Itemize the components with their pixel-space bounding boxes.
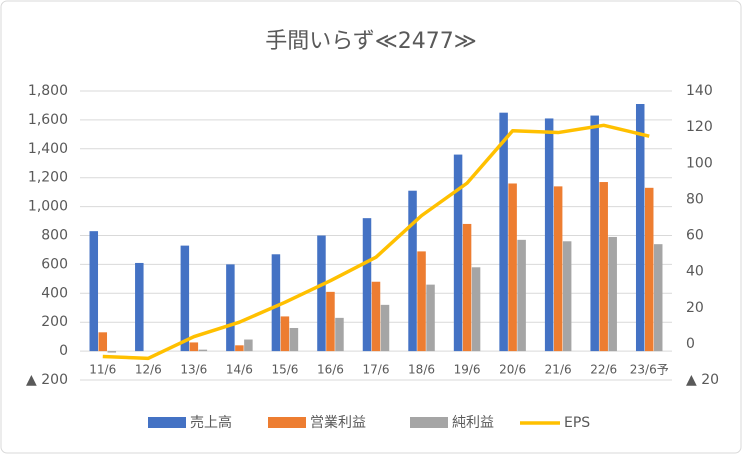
bar [517, 239, 526, 352]
bar [635, 104, 645, 352]
bar [462, 223, 472, 352]
x-tick-label: 13/6 [180, 363, 207, 377]
legend-swatch [148, 417, 186, 428]
bar [453, 154, 463, 352]
bar [317, 235, 326, 352]
legend-swatch [268, 417, 306, 428]
bar [135, 262, 144, 352]
y2-tick-label: 140 [686, 83, 713, 99]
bar [226, 264, 235, 352]
x-tick-label: 20/6 [499, 363, 526, 377]
bar [362, 218, 372, 352]
bar [180, 245, 190, 352]
legend-label: 純利益 [452, 415, 494, 431]
bar [235, 345, 244, 352]
bar [326, 291, 335, 352]
bar [189, 342, 199, 352]
bar [280, 316, 290, 352]
y2-tick-label: 80 [686, 191, 704, 207]
bar [244, 339, 253, 352]
y-tick-label: 1,800 [28, 83, 68, 99]
bar [89, 231, 99, 352]
y-tick-label: 1,000 [28, 199, 68, 215]
x-tick-label: 22/6 [590, 363, 617, 377]
bar [198, 349, 208, 352]
bar [417, 251, 426, 352]
legend-label: EPS [564, 415, 590, 431]
y2-tick-label: 0 [686, 336, 695, 352]
bar [653, 244, 663, 352]
y-tick-label: ▲ 200 [26, 372, 68, 388]
y2-tick-label: 120 [686, 119, 713, 135]
y-tick-label: 1,200 [28, 170, 68, 186]
x-tick-label: 23/6予 [630, 363, 669, 377]
bar [107, 351, 117, 353]
y-tick-label: 600 [41, 256, 68, 272]
bar [380, 304, 390, 352]
y-tick-label: 800 [41, 228, 68, 244]
bar [289, 327, 299, 352]
bar [562, 241, 572, 352]
legend-label: 営業利益 [310, 415, 366, 431]
y2-tick-label: 40 [686, 264, 704, 280]
bar [371, 281, 381, 352]
chart-title: 手間いらず≪2477≫ [265, 29, 477, 54]
bar [408, 190, 417, 352]
bar [590, 115, 599, 352]
bar [499, 112, 508, 352]
x-tick-label: 18/6 [408, 363, 435, 377]
y-tick-label: 200 [41, 314, 68, 330]
line [102, 123, 650, 361]
bar [471, 267, 481, 352]
y2-tick-label: ▲ 20 [686, 372, 719, 388]
y-tick-label: 400 [41, 285, 68, 301]
y2-tick-label: 100 [686, 155, 713, 171]
x-tick-label: 21/6 [545, 363, 572, 377]
bar [508, 183, 517, 352]
legend-swatch [410, 417, 448, 428]
x-tick-label: 17/6 [363, 363, 390, 377]
y-tick-label: 1,400 [28, 141, 68, 157]
x-tick-label: 19/6 [454, 363, 481, 377]
bar [644, 187, 654, 352]
y2-tick-label: 60 [686, 228, 704, 244]
x-tick-label: 15/6 [271, 363, 298, 377]
bar [608, 236, 617, 352]
bar [98, 332, 108, 352]
bar [271, 254, 281, 352]
bar [335, 317, 344, 352]
y-tick-label: 0 [59, 343, 68, 359]
x-tick-label: 16/6 [317, 363, 344, 377]
x-tick-label: 12/6 [135, 363, 162, 377]
x-tick-label: 14/6 [226, 363, 253, 377]
bar [553, 186, 563, 352]
bar [426, 284, 435, 352]
bar [544, 118, 554, 352]
x-tick-label: 11/6 [89, 363, 116, 377]
y-tick-label: 1,600 [28, 112, 68, 128]
legend-label: 売上高 [190, 414, 232, 431]
bar [599, 182, 608, 352]
y2-tick-label: 20 [686, 300, 704, 316]
